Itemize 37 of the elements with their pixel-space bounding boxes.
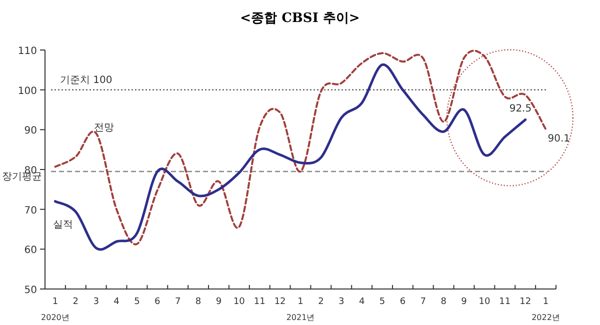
y-tick-label: 50 bbox=[24, 285, 37, 296]
x-tick-label: 2 bbox=[72, 297, 79, 307]
x-tick-label: 6 bbox=[400, 297, 406, 307]
x-tick-label: 11 bbox=[499, 297, 511, 307]
x-tick-label: 8 bbox=[195, 297, 202, 307]
y-tick-label: 90 bbox=[24, 126, 37, 137]
x-tick-label: 7 bbox=[420, 297, 426, 307]
data-label: 90.1 bbox=[548, 133, 570, 144]
x-tick-label: 1 2021년 bbox=[286, 297, 315, 322]
x-tick-label: 10 bbox=[478, 297, 490, 307]
x-tick-label: 1 2022년 bbox=[532, 297, 560, 322]
y-tick-label: 70 bbox=[24, 205, 37, 216]
x-tick-label: 5 bbox=[134, 297, 140, 307]
x-tick-label: 12 bbox=[520, 297, 532, 307]
x-tick-label: 1 2020년 bbox=[41, 297, 70, 322]
x-tick-label: 3 bbox=[93, 297, 99, 307]
x-tick-label: 7 bbox=[174, 297, 181, 307]
data-label: 92.5 bbox=[509, 104, 532, 115]
x-tick-label: 5 bbox=[379, 297, 386, 307]
x-tick-label: 8 bbox=[440, 297, 447, 307]
x-tick-label: 12 bbox=[274, 297, 286, 307]
x-tick-label: 4 bbox=[114, 297, 120, 307]
x-tick-label: 6 bbox=[154, 297, 161, 307]
series-label: 실적 bbox=[53, 219, 74, 230]
y-tick-label: 100 bbox=[18, 86, 37, 97]
x-tick-label: 10 bbox=[233, 297, 246, 307]
series-label: 전망 bbox=[94, 122, 114, 134]
x-tick-label: 4 bbox=[358, 297, 365, 307]
ref-line-label: 기준치 100 bbox=[60, 74, 112, 86]
chart-title: <종합 CBSI 추이> bbox=[240, 11, 360, 26]
x-tick-label: 3 bbox=[338, 297, 344, 307]
x-tick-label: 2 bbox=[318, 297, 324, 307]
y-tick-label: 60 bbox=[24, 245, 37, 256]
x-tick-label: 9 bbox=[216, 297, 222, 307]
y-tick-label: 110 bbox=[18, 46, 37, 57]
x-tick-label: 9 bbox=[461, 297, 468, 307]
x-tick-label: 11 bbox=[254, 297, 266, 307]
